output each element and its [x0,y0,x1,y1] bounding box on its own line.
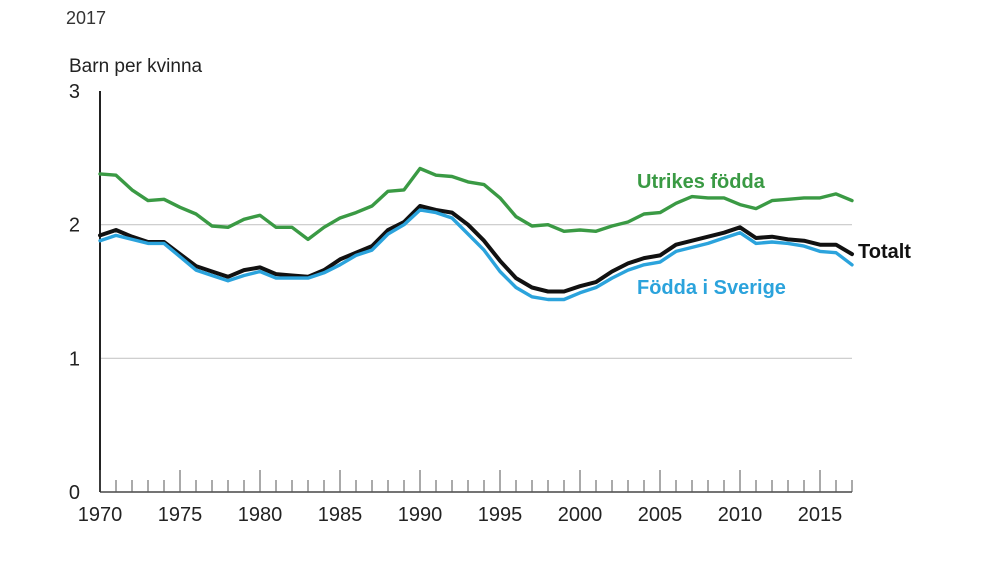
series-line-f-dda-i-sverige [98,208,854,302]
y-axis-label: Barn per kvinna [69,56,203,77]
series-label-totalt: Totalt [858,241,911,263]
x-tick-label-1980: 1980 [238,504,283,526]
series-layer [98,166,854,302]
x-tick-label-1970: 1970 [78,504,123,526]
y-tick-label-0: 0 [69,482,80,504]
axis-layer: 0 1 2 3 1970 1975 1980 1985 1990 1995 2000 2005 2010… [69,81,853,526]
chart-title: 2017 [66,8,106,28]
series-label-utrikes-f-dda: Utrikes födda [637,171,766,193]
y-tick-label-2: 2 [69,215,80,237]
series-line-totalt [98,204,854,294]
x-tick-label-1995: 1995 [478,504,523,526]
x-tick-label-1975: 1975 [158,504,203,526]
x-tick-label-2000: 2000 [558,504,603,526]
series-line-utrikes-f-dda [98,166,854,242]
x-tick-label-2010: 2010 [718,504,763,526]
x-tick-label-1985: 1985 [318,504,363,526]
y-tick-label-1: 1 [69,348,80,370]
grid-layer [100,224,852,359]
x-tick-label-2005: 2005 [638,504,683,526]
x-tick-label-2015: 2015 [798,504,843,526]
y-tick-label-3: 3 [69,81,80,103]
label-layer: Utrikes födda Totalt Födda i Sverige [637,171,911,299]
x-tick-label-1990: 1990 [398,504,443,526]
series-label-f-dda-i-sverige: Födda i Sverige [637,277,786,299]
